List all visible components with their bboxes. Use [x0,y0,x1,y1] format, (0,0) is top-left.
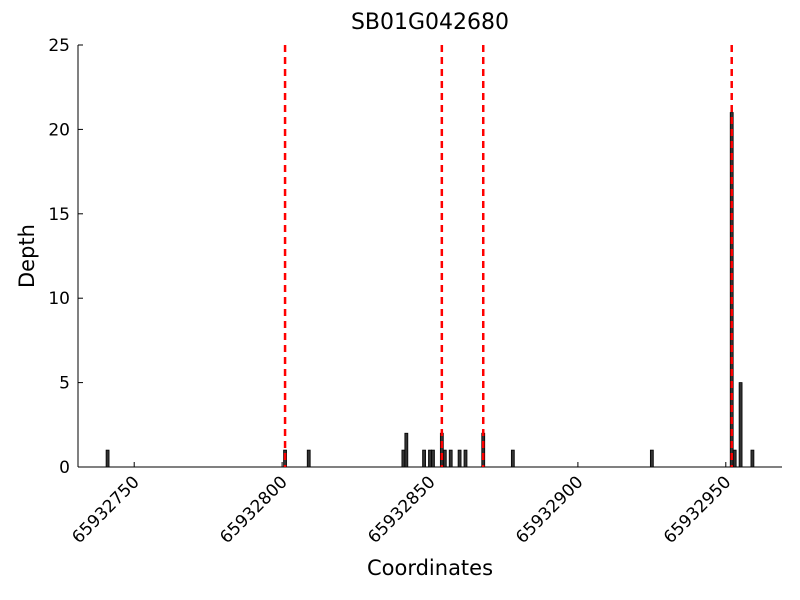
bar [401,449,406,468]
y-tick-label: 10 [48,289,70,309]
y-tick-label: 15 [48,205,70,225]
bar [306,449,311,468]
bar [738,382,743,468]
bar [439,432,444,468]
x-tick-label: 65932750 [68,472,143,547]
x-tick-label: 65932900 [512,472,587,547]
bar [431,449,435,468]
x-tick-label: 65932850 [364,472,439,547]
bar [442,449,447,468]
x-axis-label: Coordinates [367,556,493,580]
bar [463,449,468,468]
bar [404,432,409,468]
x-tick-label: 65932950 [660,472,735,547]
bar [457,449,462,468]
bar [422,449,426,468]
y-axis-label: Depth [15,224,39,288]
y-tick-label: 0 [59,458,70,478]
bar [105,449,110,468]
bar [649,449,654,468]
bar [428,449,432,468]
bar [750,449,755,468]
y-tick-label: 25 [48,36,70,56]
x-tick-label: 65932800 [216,472,291,547]
bar [732,449,737,468]
bar [510,449,515,468]
y-tick-label: 20 [48,120,70,140]
bar [448,449,453,468]
bar [481,432,486,468]
chart-title: SB01G042680 [351,10,509,35]
y-tick-label: 5 [59,374,70,394]
